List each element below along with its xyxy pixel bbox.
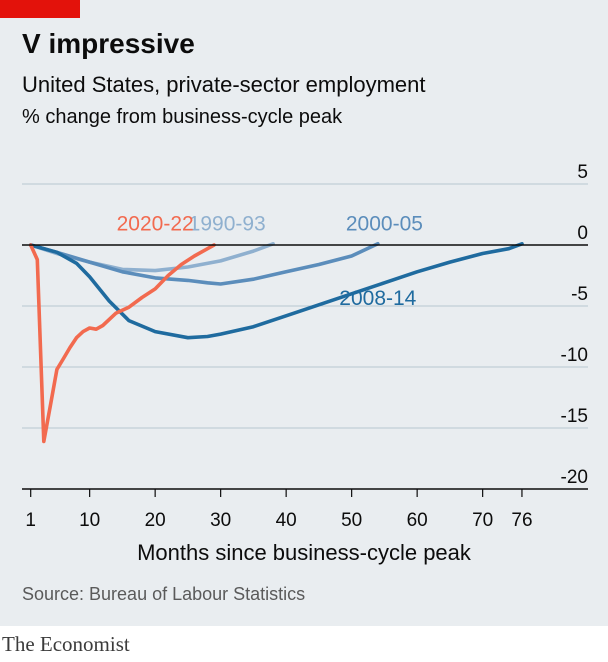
y-tick-label: -15 xyxy=(561,406,588,427)
x-tick-label: 40 xyxy=(276,510,297,531)
x-tick-label: 20 xyxy=(145,510,166,531)
series-line-2020-22 xyxy=(28,243,216,444)
x-axis-label: Months since business-cycle peak xyxy=(137,540,471,565)
x-tick-label: 70 xyxy=(472,510,493,531)
brand-name: The Economist xyxy=(2,632,130,656)
y-tick-label: -20 xyxy=(561,467,588,488)
x-tick-label: 30 xyxy=(210,510,231,531)
series-label: 1990-93 xyxy=(189,212,266,235)
y-tick-label: -10 xyxy=(561,345,588,366)
y-tick-label: -5 xyxy=(571,284,588,305)
x-tick-label: 60 xyxy=(407,510,428,531)
y-tick-label: 5 xyxy=(577,162,588,183)
series-label: 2008-14 xyxy=(339,287,416,310)
y-tick-label: 0 xyxy=(577,223,588,244)
x-tick-label: 10 xyxy=(79,510,100,531)
series-line-2000-05 xyxy=(28,242,380,286)
chart-subtitle: United States, private-sector employment xyxy=(22,72,426,97)
source-note: Source: Bureau of Labour Statistics xyxy=(22,584,306,604)
series-label: 2000-05 xyxy=(346,212,423,235)
x-tick-label: 50 xyxy=(341,510,362,531)
unit-label: % change from business-cycle peak xyxy=(22,106,343,128)
series-line-2008-14 xyxy=(28,242,524,340)
brand-tag xyxy=(0,0,80,18)
series-label: 2020-22 xyxy=(117,212,194,235)
x-tick-label: 76 xyxy=(511,510,532,531)
x-tick-label: 1 xyxy=(25,510,36,531)
chart-title: V impressive xyxy=(22,28,195,59)
chart-panel xyxy=(0,0,608,626)
